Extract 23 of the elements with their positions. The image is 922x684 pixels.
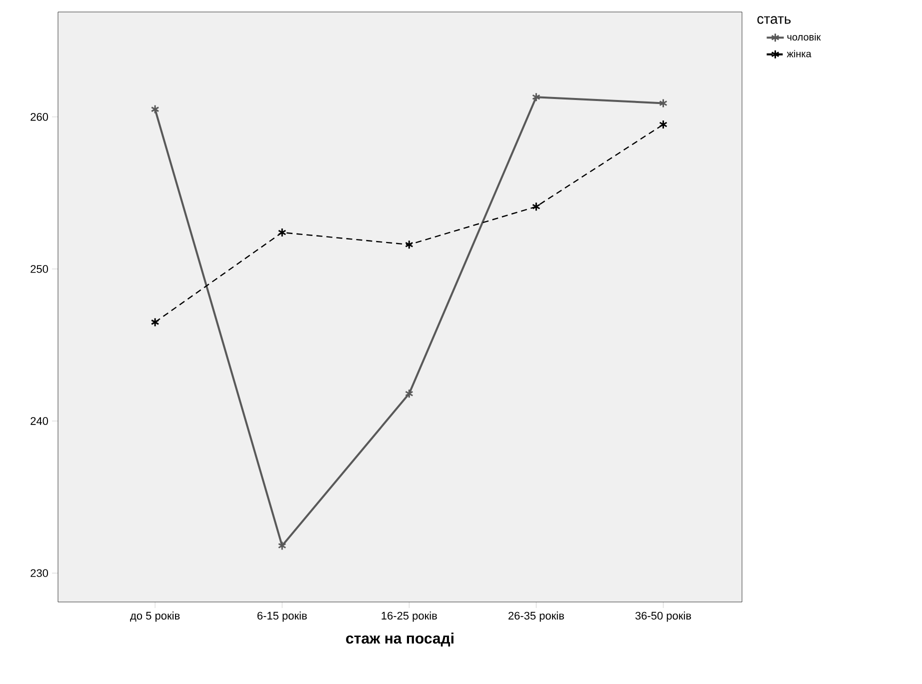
legend-label: чоловік [787, 33, 821, 41]
point [404, 240, 414, 250]
point [278, 228, 286, 238]
point [659, 98, 668, 108]
point [278, 540, 286, 550]
x-tick-label: 36-50 років [635, 612, 691, 622]
point [150, 317, 160, 327]
y-tick-label: 230 [30, 569, 48, 577]
y-tick-label: 240 [30, 417, 48, 425]
point [150, 104, 160, 114]
x-tick-label: 6-15 років [257, 612, 307, 622]
legend-label: жінка [786, 50, 812, 58]
x-tick-label: 16-25 років [382, 612, 437, 622]
x-tick-label: 26-35 років [508, 612, 564, 622]
point [532, 92, 540, 102]
point [404, 388, 414, 398]
legend-title: стать [757, 16, 791, 24]
x-tick-label: до 5 років [130, 612, 180, 622]
point [659, 120, 668, 130]
y-tick-label: 260 [30, 113, 48, 121]
y-tick-label: 250 [30, 265, 48, 273]
x-axis-title: стаж на посаді [346, 632, 454, 646]
point [532, 202, 540, 212]
